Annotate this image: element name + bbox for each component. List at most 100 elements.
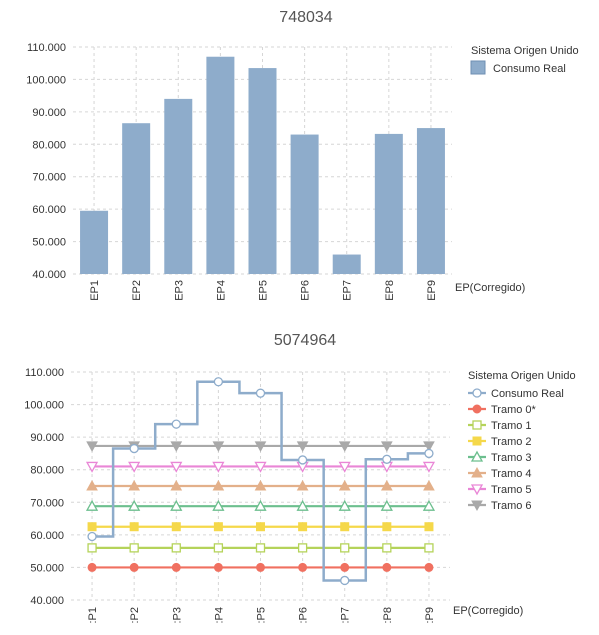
data-point (170, 499, 183, 511)
data-point (171, 419, 181, 429)
bar (290, 134, 319, 274)
series-consumo-real (87, 377, 434, 586)
y-tick-label: 40.000 (30, 595, 64, 607)
bar (248, 68, 277, 274)
x-tick-label: :P9 (424, 607, 436, 624)
data-point (424, 522, 434, 532)
x-tick-label: :P8 (382, 607, 394, 624)
legend-label: Tramo 0* (491, 404, 537, 416)
bars (80, 56, 445, 274)
data-point (340, 522, 350, 532)
data-point (338, 441, 351, 452)
data-point (296, 499, 309, 511)
legend-label: Tramo 2 (491, 436, 532, 448)
data-point (380, 441, 393, 452)
y-axis-ticks: 40.000 50.000 60.000 70.000 80.000 90.000 100.… (26, 42, 66, 281)
data-point (85, 499, 99, 511)
data-point (170, 441, 183, 452)
series-tramo-6 (86, 441, 435, 452)
data-point (213, 562, 223, 572)
data-point (87, 522, 97, 532)
data-point (298, 522, 308, 532)
bar (332, 254, 361, 274)
data-point (340, 575, 350, 586)
legend-title: Sistema Origen Unido (468, 370, 576, 382)
x-tick-label: :P3 (171, 607, 183, 624)
x-tick-label: :P2 (129, 607, 141, 624)
data-point (340, 562, 350, 572)
data-point (254, 441, 267, 452)
chart-title: 5074964 (274, 332, 336, 349)
legend-title: Sistema Origen Unido (471, 45, 579, 57)
y-tick-label: 100.000 (24, 400, 64, 412)
data-point (254, 499, 267, 511)
x-tick-label: EP7 (342, 280, 354, 301)
legend-marker (472, 436, 482, 446)
y-axis-ticks: 40.000 50.000 60.000 70.000 80.000 90.000 100.… (24, 367, 64, 607)
data-point (86, 479, 98, 491)
y-tick-label: 60.000 (30, 530, 64, 542)
data-point (298, 562, 308, 572)
legend-label: Consumo Real (493, 63, 566, 75)
data-point (423, 441, 435, 452)
legend-swatch (470, 60, 486, 75)
x-tick-label: EP4 (215, 280, 227, 301)
x-tick-label: EP1 (89, 280, 101, 301)
y-tick-label: 50.000 (30, 562, 64, 574)
y-tick-label: 70.000 (32, 172, 66, 184)
legend-marker (470, 484, 484, 496)
data-point (256, 522, 265, 532)
y-tick-label: 50.000 (32, 237, 66, 249)
data-point (380, 499, 393, 511)
y-tick-label: 100.000 (26, 74, 66, 86)
data-point (297, 455, 308, 465)
y-tick-label: 110.000 (25, 367, 64, 379)
bar-chart-748034: 748034 40.000 50.000 60.000 70.000 80.000 90.… (26, 9, 579, 301)
series-lines (85, 377, 436, 586)
data-point (213, 522, 223, 532)
data-point (254, 479, 267, 491)
y-tick-label: 80.000 (30, 465, 64, 477)
series-tramo-3 (85, 499, 436, 511)
legend: Consumo Real Tramo 0* Tramo 1 Tramo 2 Tramo … (468, 388, 564, 512)
data-point (213, 377, 224, 387)
series-tramo-2 (87, 522, 434, 532)
bar (374, 133, 403, 274)
data-point (382, 562, 392, 572)
data-point (297, 543, 308, 553)
x-tick-label: EP6 (300, 280, 312, 301)
x-axis-ticks: EP1 EP2 EP3 EP4 EP5 EP6 EP7 EP8 EP9 (89, 280, 438, 301)
data-point (212, 499, 225, 511)
legend-marker (472, 404, 482, 414)
data-point (87, 531, 97, 542)
data-point (129, 543, 139, 553)
bar (416, 128, 445, 274)
legend-marker (470, 450, 484, 462)
y-tick-label: 70.000 (30, 497, 64, 509)
data-point (382, 543, 392, 553)
x-tick-label: EP5 (258, 280, 270, 301)
data-point (213, 543, 224, 553)
data-point (171, 562, 181, 572)
legend-label: Tramo 4 (491, 468, 532, 480)
x-tick-label: EP8 (384, 280, 396, 301)
y-tick-label: 90.000 (32, 107, 66, 119)
data-point (424, 448, 434, 459)
data-point (422, 499, 436, 511)
data-point (423, 479, 435, 491)
data-point (382, 522, 392, 532)
data-point (380, 479, 393, 491)
data-point (171, 543, 181, 553)
data-point (212, 461, 225, 473)
data-point (86, 441, 98, 452)
data-point (129, 443, 139, 454)
data-point (129, 562, 139, 572)
legend-marker (472, 388, 482, 398)
x-tick-label: :P4 (213, 607, 225, 624)
data-point (87, 562, 97, 572)
line-chart-5074964: 5074964 40.000 50.000 60.000 70.000 80.000 90… (24, 332, 576, 624)
y-tick-label: 110.000 (27, 42, 66, 54)
data-point (170, 461, 183, 473)
x-tick-label: EP3 (173, 280, 185, 301)
data-point (212, 441, 225, 452)
